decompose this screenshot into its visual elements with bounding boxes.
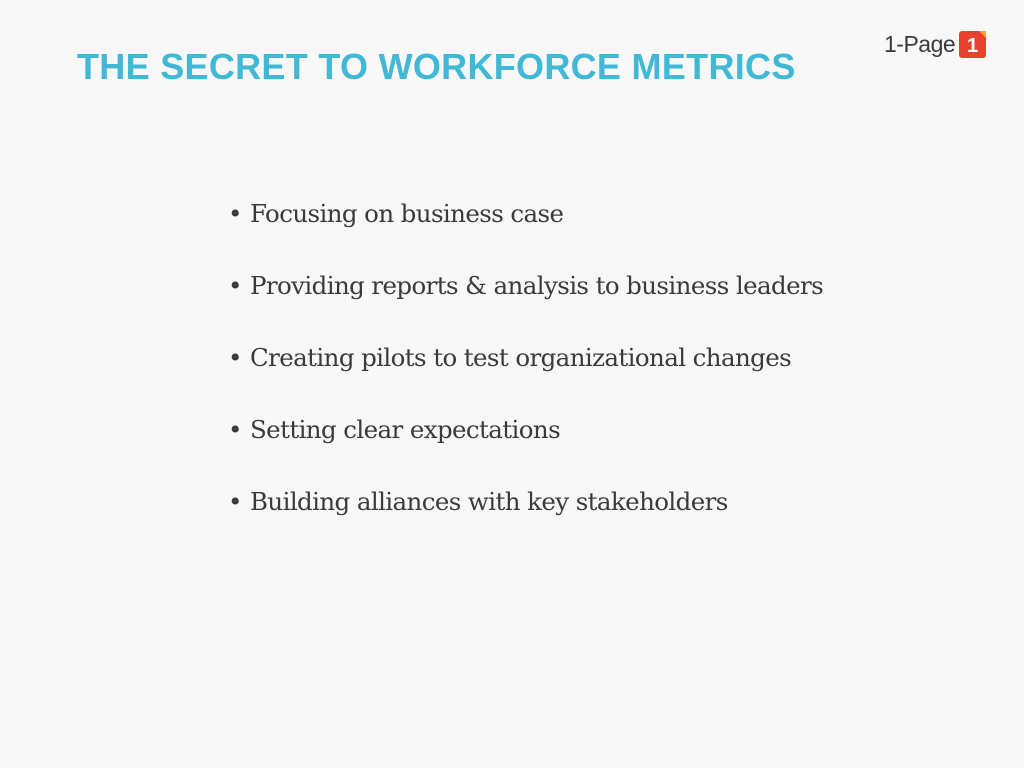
bullet-text: Focusing on business case [250, 199, 564, 228]
bullet-list: • Focusing on business case • Providing re… [228, 196, 824, 556]
bullet-text: Creating pilots to test organizational c… [250, 343, 792, 372]
slide-title: THE SECRET TO WORKFORCE METRICS [77, 46, 796, 87]
bullet-marker: • [228, 271, 242, 300]
bullet-marker: • [228, 415, 242, 444]
red-square-one-icon: 1 [959, 30, 987, 58]
bullet-text: Providing reports & analysis to business… [250, 271, 824, 300]
bullet-text: Building alliances with key stakeholders [250, 487, 728, 516]
list-item: • Building alliances with key stakeholder… [228, 484, 823, 520]
bullet-marker: • [228, 343, 242, 372]
list-item: • Focusing on business case [228, 196, 823, 232]
list-item: • Creating pilots to test organizational … [228, 340, 823, 376]
logo-badge-text: 1 [967, 35, 978, 57]
list-item: • Setting clear expectations [228, 412, 823, 448]
bullet-marker: • [228, 199, 242, 228]
logo-text: 1-Page [884, 31, 956, 57]
list-item: • Providing reports & analysis to busines… [228, 268, 824, 304]
bullet-marker: • [228, 487, 242, 516]
brand-logo: 1-Page 1 [884, 28, 987, 60]
bullet-text: Setting clear expectations [250, 415, 561, 444]
